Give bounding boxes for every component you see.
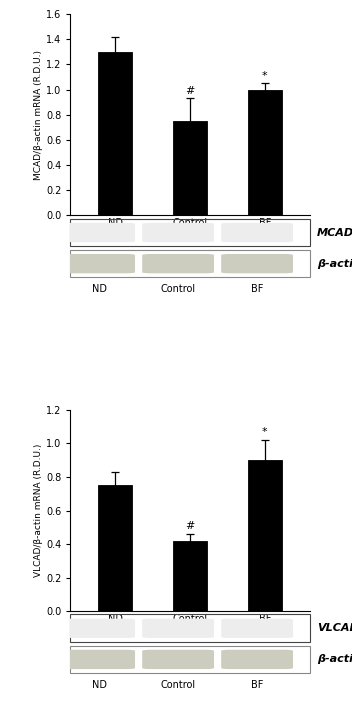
FancyBboxPatch shape [221, 223, 293, 242]
Text: BF: BF [251, 680, 263, 690]
FancyBboxPatch shape [142, 619, 214, 638]
Bar [99, 52, 132, 215]
Text: Control: Control [161, 680, 196, 690]
Bar [173, 540, 207, 611]
Bar [99, 486, 132, 611]
FancyBboxPatch shape [142, 223, 214, 242]
Y-axis label: MCAD/β-actin mRNA (R.D.U.): MCAD/β-actin mRNA (R.D.U.) [34, 50, 43, 180]
FancyBboxPatch shape [221, 650, 293, 669]
Text: ND: ND [92, 284, 107, 294]
Bar [173, 121, 207, 215]
FancyBboxPatch shape [63, 254, 135, 273]
FancyBboxPatch shape [221, 619, 293, 638]
FancyBboxPatch shape [142, 254, 214, 273]
Bar [248, 90, 282, 215]
Text: *: * [262, 71, 268, 81]
Text: β-actin: β-actin [317, 259, 352, 269]
Y-axis label: VLCAD/β-actin mRNA (R.D.U.): VLCAD/β-actin mRNA (R.D.U.) [34, 444, 43, 577]
Text: #: # [186, 86, 195, 96]
Text: β-actin: β-actin [317, 654, 352, 664]
FancyBboxPatch shape [63, 619, 135, 638]
FancyBboxPatch shape [63, 223, 135, 242]
Text: #: # [186, 520, 195, 530]
Text: *: * [262, 427, 268, 437]
FancyBboxPatch shape [221, 254, 293, 273]
Text: ND: ND [92, 680, 107, 690]
FancyBboxPatch shape [63, 650, 135, 669]
Text: VLCAD: VLCAD [317, 624, 352, 634]
Bar [248, 460, 282, 611]
Text: BF: BF [251, 284, 263, 294]
Text: MCAD: MCAD [317, 228, 352, 237]
FancyBboxPatch shape [142, 650, 214, 669]
Text: Control: Control [161, 284, 196, 294]
